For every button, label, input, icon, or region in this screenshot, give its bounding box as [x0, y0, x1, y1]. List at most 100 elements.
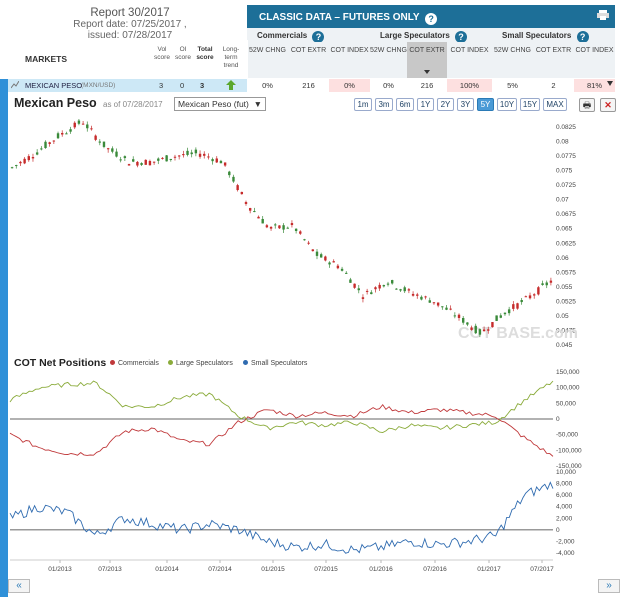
trend-up-arrow-icon	[226, 80, 236, 90]
cot-y-tick: 0	[556, 416, 560, 423]
price-candle	[349, 279, 352, 283]
range-5y[interactable]: 5Y	[477, 98, 494, 111]
price-candle	[441, 306, 444, 308]
help-icon[interactable]: ?	[312, 31, 325, 43]
market-row-mexican-peso[interactable]: MEXICAN PESO (MXN/USD) 3 0 3 0% 216 0% 0…	[8, 79, 615, 92]
s-index: 81%	[574, 79, 615, 92]
price-candle	[436, 302, 440, 306]
x-axis-tick: 07/2016	[423, 566, 447, 573]
cot-y-tick: 100,000	[556, 385, 580, 392]
range-2y[interactable]: 2Y	[437, 98, 454, 111]
price-candle	[319, 254, 323, 258]
range-3m[interactable]: 3m	[375, 98, 393, 111]
price-candle	[370, 292, 373, 295]
price-candle	[524, 296, 528, 298]
price-candle	[470, 327, 473, 330]
price-candle	[86, 124, 89, 129]
range-3y[interactable]: 3Y	[457, 98, 474, 111]
range-max[interactable]: MAX	[543, 98, 567, 111]
x-axis-tick: 01/2014	[155, 566, 179, 573]
report-issued: issued: 07/28/2017	[87, 30, 173, 41]
price-y-tick: 0.0625	[556, 240, 576, 247]
price-title: Mexican Peso	[14, 96, 97, 110]
price-candle	[278, 225, 281, 229]
price-y-tick: 0.045	[556, 342, 573, 349]
price-y-tick: 0.08	[556, 139, 569, 146]
price-candle	[512, 304, 515, 309]
instrument-select[interactable]: Mexican Peso (fut) ▼	[174, 97, 266, 111]
price-candle	[286, 227, 289, 229]
price-candle	[315, 251, 319, 256]
range-6m[interactable]: 6m	[396, 98, 414, 111]
print-icon[interactable]	[597, 9, 609, 21]
c-extr: 216	[288, 79, 329, 92]
price-candle	[332, 261, 335, 263]
price-candle	[382, 285, 386, 287]
legend-small-label: Small Speculators	[251, 360, 308, 367]
range-10y[interactable]: 10Y	[497, 98, 517, 111]
oi-score-header[interactable]: OI score	[175, 46, 191, 61]
left-accent-bar	[0, 79, 8, 597]
price-candle	[236, 185, 239, 191]
range-1y[interactable]: 1Y	[417, 98, 434, 111]
scroll-left-button[interactable]: «	[8, 579, 30, 593]
group-large: Large Speculators ?	[370, 28, 492, 43]
price-candle	[161, 157, 164, 159]
price-candle	[140, 163, 143, 165]
price-candle	[299, 231, 302, 234]
price-candle	[399, 289, 402, 291]
price-candle	[98, 141, 102, 143]
price-candle	[374, 287, 377, 290]
small-y-tick: -4,000	[556, 550, 575, 557]
x-axis-tick: 07/2015	[314, 566, 338, 573]
help-icon[interactable]: ?	[425, 13, 438, 25]
col-l-index[interactable]: COT INDEX	[447, 42, 492, 78]
col-c-extr[interactable]: COT EXTR	[288, 42, 329, 78]
price-candle	[144, 159, 147, 165]
s-extr: 2	[533, 79, 574, 92]
price-candle	[244, 202, 248, 204]
trend-header[interactable]: Long-term trend	[222, 46, 240, 69]
help-icon[interactable]: ?	[455, 31, 468, 43]
price-y-tick: 0.06	[556, 255, 569, 262]
x-axis-tick: 01/2016	[369, 566, 393, 573]
price-candle	[361, 297, 365, 299]
price-candle	[345, 272, 348, 274]
price-candle	[136, 161, 139, 166]
print-chart-button[interactable]: 🖶	[579, 98, 595, 112]
group-large-label: Large Speculators	[380, 31, 450, 40]
total-score-header[interactable]: Total score	[196, 46, 214, 61]
market-name: MEXICAN PESO	[25, 81, 83, 90]
col-s-chng[interactable]: 52W CHNG	[492, 42, 533, 78]
price-candle	[198, 153, 202, 157]
small-y-tick: 0	[556, 527, 560, 534]
col-c-index[interactable]: COT INDEX	[329, 42, 370, 78]
small-y-tick: 6,000	[556, 492, 573, 499]
price-candle	[274, 224, 277, 226]
market-code: (MXN/USD)	[81, 82, 116, 89]
col-s-extr[interactable]: COT EXTR	[533, 42, 574, 78]
price-candle	[253, 211, 256, 213]
total-score: 3	[200, 81, 205, 90]
vol-score-header[interactable]: Vol score	[154, 46, 170, 61]
col-c-chng[interactable]: 52W CHNG	[247, 42, 288, 78]
price-candle	[127, 164, 131, 166]
close-button[interactable]: ✕	[600, 98, 616, 112]
price-candle	[27, 156, 30, 161]
small-y-tick: 4,000	[556, 504, 573, 511]
range-1m[interactable]: 1m	[354, 98, 372, 111]
price-candle	[111, 148, 114, 152]
scroll-right-button[interactable]: »	[598, 579, 620, 593]
price-candle	[152, 161, 156, 163]
price-candle	[407, 289, 411, 291]
help-icon[interactable]: ?	[576, 31, 589, 43]
price-candle	[395, 288, 398, 290]
col-l-chng[interactable]: 52W CHNG	[370, 42, 407, 78]
range-15y[interactable]: 15Y	[520, 98, 540, 111]
legend-commercials-label: Commercials	[118, 360, 159, 367]
col-s-index[interactable]: COT INDEX	[574, 42, 615, 78]
dropdown-arrow-icon[interactable]	[607, 81, 613, 86]
price-candle	[432, 302, 436, 304]
chevron-down-icon: ▼	[253, 99, 262, 109]
